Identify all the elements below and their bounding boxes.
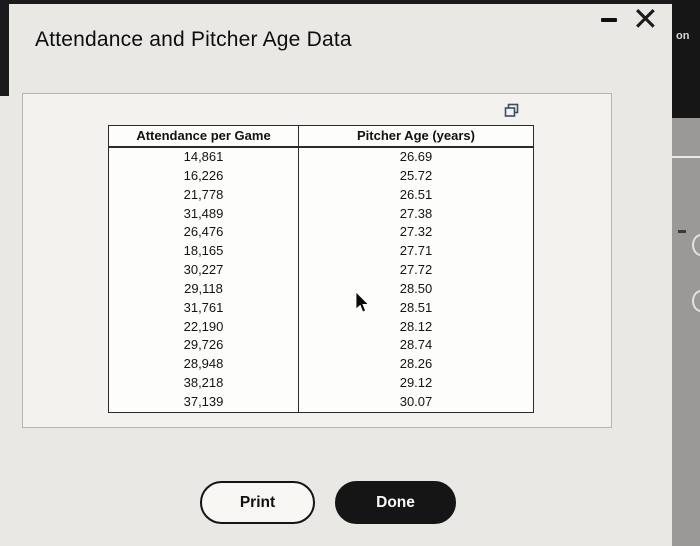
table-cell: 29,726 bbox=[108, 336, 299, 356]
close-button[interactable]: ✕ bbox=[632, 2, 659, 36]
table-cell: 28,948 bbox=[108, 355, 299, 375]
minimize-icon bbox=[601, 18, 617, 22]
table-cell: 30,227 bbox=[108, 261, 299, 280]
table-cell: 28.51 bbox=[399, 299, 433, 315]
table-cell: 37,139 bbox=[108, 392, 299, 413]
table-row: 14,861 26.69 bbox=[108, 147, 534, 167]
table-cell: 27.32 bbox=[399, 224, 433, 240]
strip-divider-line bbox=[672, 156, 700, 158]
table-row: 28,948 28.26 bbox=[108, 355, 534, 375]
close-icon: ✕ bbox=[632, 1, 659, 37]
mouse-cursor-icon bbox=[355, 291, 370, 319]
strip-curve-decoration bbox=[692, 290, 700, 312]
table-cell: 38,218 bbox=[108, 374, 299, 393]
table-cell: 29.12 bbox=[399, 375, 433, 391]
table-cell: 27.72 bbox=[399, 262, 433, 278]
table-cell: 28.50 bbox=[399, 280, 433, 296]
right-edge-strip: on bbox=[672, 0, 700, 546]
table-cell: 29,118 bbox=[108, 279, 299, 299]
table-row: 29,726 28.74 bbox=[108, 336, 534, 356]
page-title: Attendance and Pitcher Age Data bbox=[35, 28, 352, 51]
table-cell: 21,778 bbox=[108, 185, 299, 205]
right-strip-dark: on bbox=[672, 0, 700, 118]
table-cell: 30.07 bbox=[399, 394, 433, 410]
table-row: 21,778 26.51 bbox=[108, 185, 534, 205]
column-header-attendance: Attendance per Game bbox=[108, 125, 299, 148]
table-row: 29,118 28.50 bbox=[108, 279, 534, 299]
table-row: 26,476 27.32 bbox=[108, 223, 534, 243]
attendance-age-table: Attendance per Game Pitcher Age (years) … bbox=[108, 125, 534, 413]
table-cell: 26,476 bbox=[108, 223, 299, 243]
table-cell: 16,226 bbox=[108, 166, 299, 186]
table-cell: 31,489 bbox=[108, 204, 299, 224]
copy-icon[interactable] bbox=[504, 103, 519, 118]
column-header-pitcher-age: Pitcher Age (years) bbox=[298, 125, 534, 148]
table-cell: 26.69 bbox=[399, 149, 433, 165]
done-button[interactable]: Done bbox=[335, 481, 456, 524]
table-cell: 27.38 bbox=[399, 205, 433, 221]
table-cell: 25.72 bbox=[399, 167, 433, 183]
table-cell: 31,761 bbox=[108, 298, 299, 318]
data-panel: Attendance per Game Pitcher Age (years) … bbox=[22, 93, 612, 428]
table-row: 18,165 27.71 bbox=[108, 242, 534, 262]
screen-left-edge bbox=[0, 0, 9, 96]
screen-top-edge bbox=[0, 0, 700, 4]
done-button-label: Done bbox=[376, 493, 415, 511]
table-header-row: Attendance per Game Pitcher Age (years) bbox=[108, 125, 534, 148]
minimize-button[interactable] bbox=[601, 18, 619, 28]
table-row: 37,139 30.07 bbox=[108, 392, 534, 413]
right-strip-gray bbox=[672, 118, 700, 546]
strip-curve-decoration bbox=[692, 234, 700, 256]
table-cell: 22,190 bbox=[108, 317, 299, 337]
table-cell: 18,165 bbox=[108, 242, 299, 262]
strip-dash bbox=[678, 230, 686, 233]
table-cell: 28.12 bbox=[399, 318, 433, 334]
table-row: 22,190 28.12 bbox=[108, 317, 534, 337]
table-row: 31,489 27.38 bbox=[108, 204, 534, 224]
print-button-label: Print bbox=[239, 493, 276, 511]
table-row: 30,227 27.72 bbox=[108, 261, 534, 280]
table-row: 16,226 25.72 bbox=[108, 166, 534, 186]
partial-text: on bbox=[676, 30, 690, 42]
table-cell: 26.51 bbox=[399, 186, 433, 202]
table-cell: 27.71 bbox=[399, 243, 433, 259]
table-row: 38,218 29.12 bbox=[108, 374, 534, 393]
table-cell: 14,861 bbox=[108, 147, 299, 167]
print-button[interactable]: Print bbox=[200, 481, 315, 524]
table-cell: 28.74 bbox=[399, 337, 433, 353]
table-body: 14,861 26.69 16,226 25.72 21,778 26.51 31,489 2… bbox=[108, 147, 534, 413]
table-cell: 28.26 bbox=[399, 356, 433, 372]
table-row: 31,761 28.51 bbox=[108, 298, 534, 318]
